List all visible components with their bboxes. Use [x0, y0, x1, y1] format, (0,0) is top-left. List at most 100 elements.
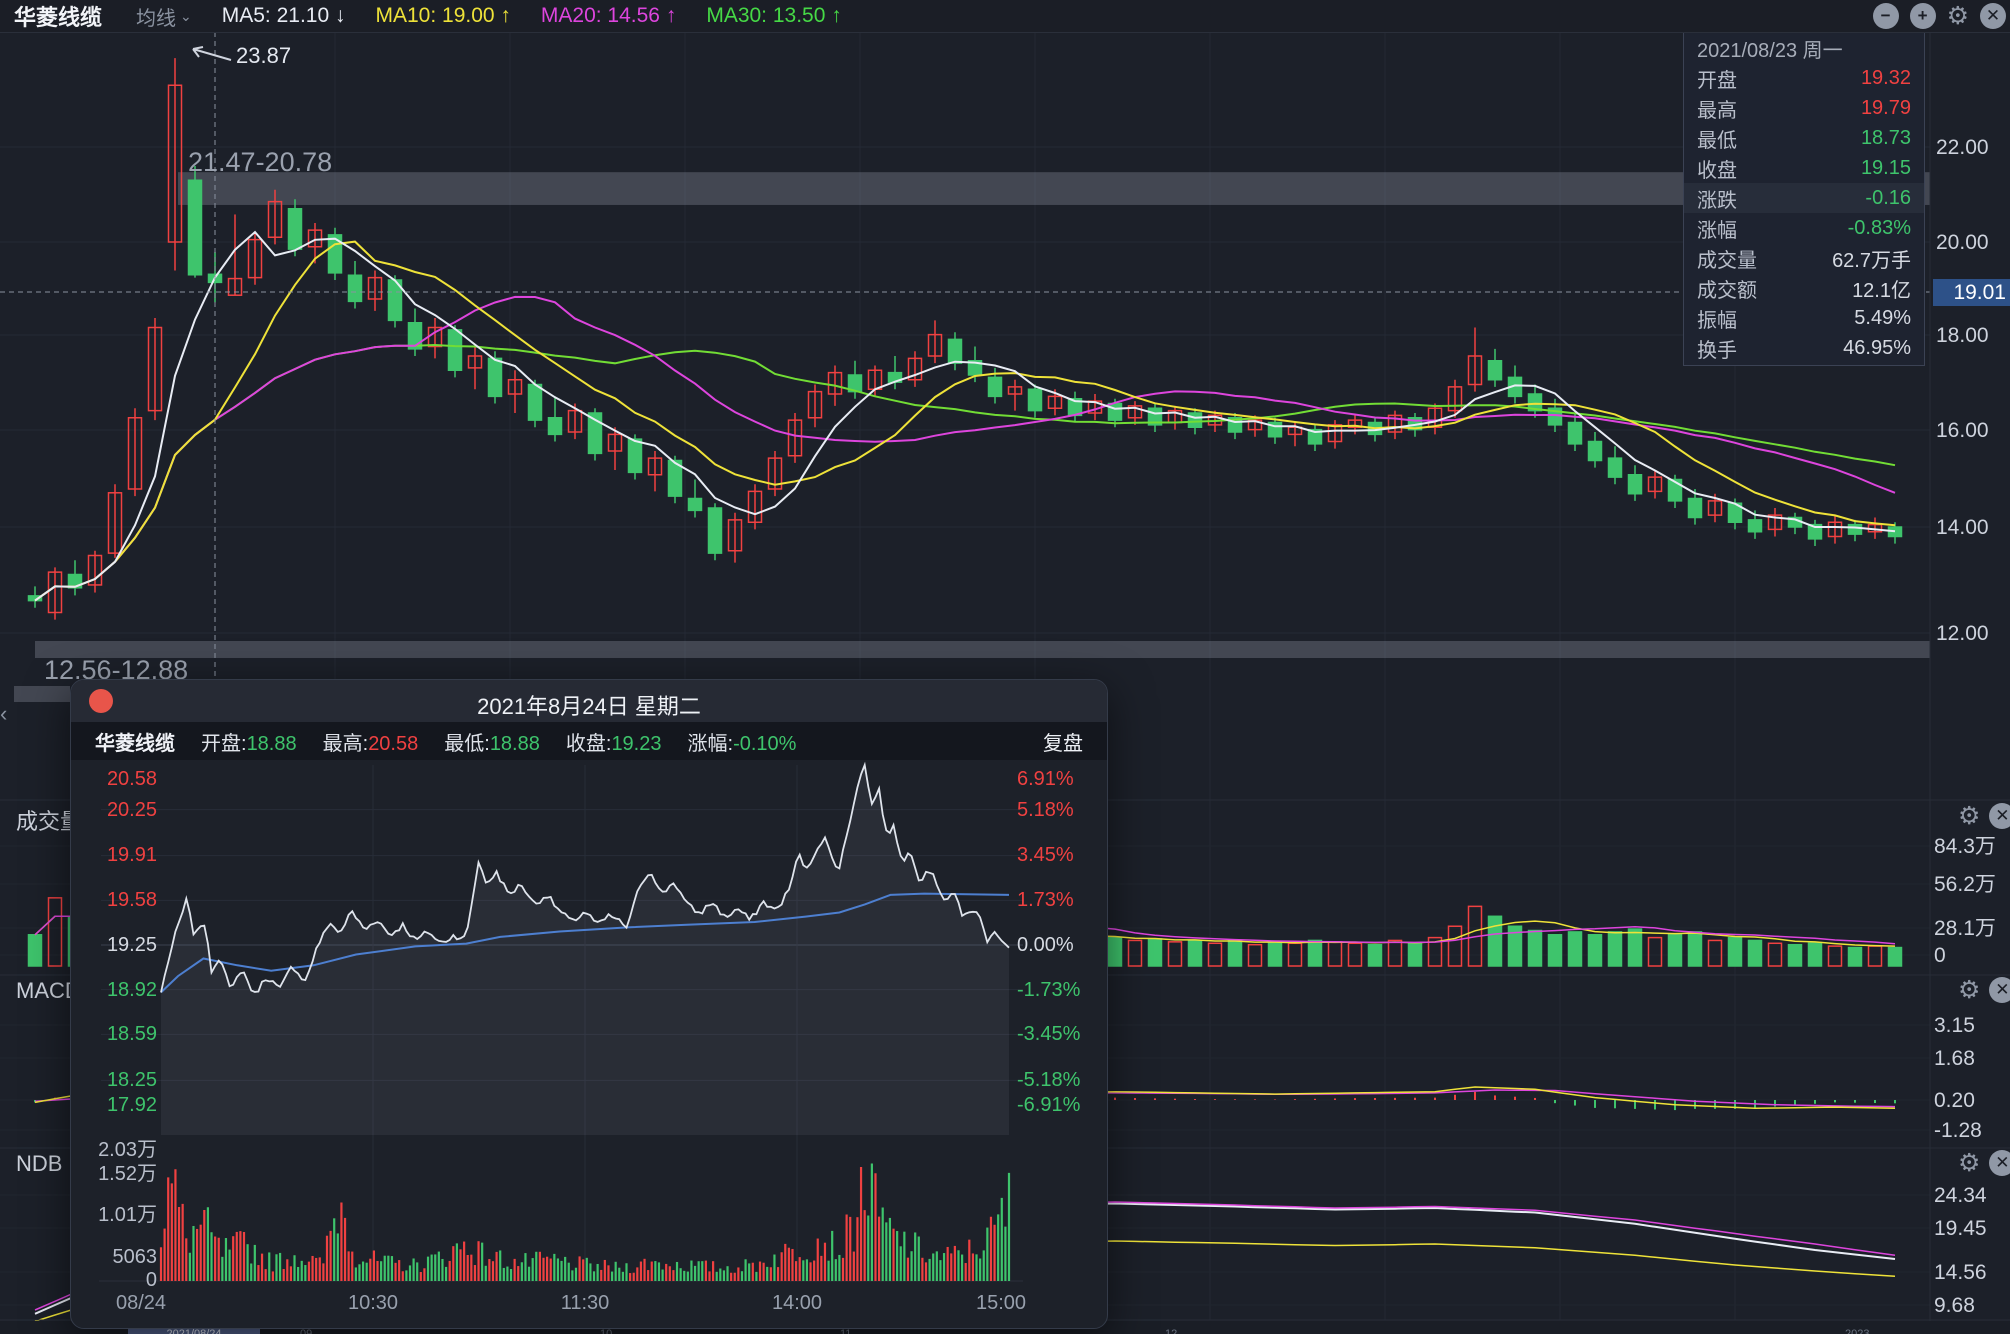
- volume-axis-tick: 84.3万: [1934, 835, 1996, 858]
- gear-icon[interactable]: ⚙: [1958, 1149, 1981, 1177]
- info-row-涨跌: 涨跌 -0.16: [1684, 183, 1924, 213]
- macd-axis-tick: 1.68: [1934, 1047, 1975, 1070]
- popup-pct-tick: 0.00%: [1017, 934, 1074, 956]
- ma5-value: MA5: 21.10 ↓: [221, 4, 346, 27]
- field-label: 最低:: [444, 732, 490, 755]
- popup-title: 2021年8月24日 星期二: [477, 694, 701, 719]
- popup-price-tick: 19.91: [106, 844, 157, 866]
- gear-icon[interactable]: ⚙: [1958, 802, 1981, 830]
- price-axis-tick: 14.00: [1936, 516, 1989, 539]
- popup-price-tick: 20.58: [106, 768, 157, 790]
- macd-axis-tick: -1.28: [1934, 1119, 1982, 1142]
- info-row-最高: 最高 19.79: [1697, 96, 1911, 122]
- popup-pct-tick: 1.73%: [1017, 889, 1074, 911]
- popup-price-tick: 19.25: [106, 934, 157, 956]
- popup-volume-tick: 1.01万: [98, 1204, 157, 1226]
- volume-axis-tick: 56.2万: [1934, 873, 1996, 896]
- popup-close-button[interactable]: [89, 689, 113, 713]
- popup-time-tick: 10:30: [347, 1292, 399, 1314]
- popup-price-tick: 19.58: [106, 889, 157, 911]
- info-row-开盘: 开盘 19.32: [1697, 66, 1911, 92]
- popup-pct-tick: 6.91%: [1017, 768, 1074, 790]
- popup-price-tick: 17.92: [106, 1094, 157, 1116]
- info-date: 2021/08/23 周一: [1697, 39, 1843, 62]
- info-row-涨幅: 涨幅 -0.83%: [1697, 216, 1911, 242]
- popup-volume-tick: 2.03万: [98, 1139, 157, 1161]
- field-label: 最高:: [322, 732, 369, 755]
- popup-price-tick: 20.25: [106, 799, 157, 821]
- pct-value: -0.10%: [733, 732, 797, 755]
- ma20-value: MA20: 14.56 ↑: [540, 4, 677, 27]
- popup-price-tick: 18.92: [106, 979, 157, 1001]
- ndb-panel-label: NDB: [16, 1151, 63, 1176]
- info-row-换手: 换手 46.95%: [1697, 336, 1911, 362]
- field-label: 开盘:: [201, 732, 247, 755]
- low-value: 18.88: [489, 732, 540, 755]
- info-row-成交量: 成交量 62.7万手: [1697, 249, 1911, 272]
- popup-pct-tick: 5.18%: [1017, 799, 1074, 821]
- top-bar: 华菱线缆 均线 ⌄ MA5: 21.10 ↓ MA10: 19.00 ↑ MA2…: [0, 0, 2010, 33]
- popup-intraday-chart[interactable]: [71, 760, 1107, 1328]
- popup-price-tick: 18.59: [106, 1023, 157, 1045]
- gear-icon[interactable]: ⚙: [1946, 2, 1969, 30]
- ndb-axis-tick: 9.68: [1934, 1294, 1975, 1317]
- popup-volume-tick: 1.52万: [98, 1163, 157, 1185]
- ndb-panel-controls: ⚙ ✕: [1958, 1150, 2010, 1176]
- close-icon[interactable]: ✕: [1980, 3, 2006, 29]
- time-axis-date-box: 2021/08/24: [128, 1328, 260, 1334]
- popup-volume-tick: 0: [145, 1269, 157, 1291]
- intraday-replay-popup: 2021年8月24日 星期二 华菱线缆 开盘:18.88 最高:20.58 最低…: [70, 679, 1108, 1329]
- close-icon[interactable]: ✕: [1989, 1150, 2010, 1176]
- popup-time-tick: 15:00: [975, 1292, 1027, 1314]
- ma30-value: MA30: 13.50 ↑: [706, 4, 842, 27]
- macd-axis-tick: 3.15: [1934, 1014, 1975, 1037]
- volume-axis-tick: 28.1万: [1934, 917, 1996, 940]
- time-axis-tick: 09: [300, 1328, 313, 1334]
- info-row-收盘: 收盘 19.15: [1697, 156, 1911, 182]
- zoom-out-icon[interactable]: −: [1872, 3, 1899, 29]
- popup-pct-tick: 3.45%: [1017, 844, 1074, 866]
- popup-pct-tick: -3.45%: [1017, 1023, 1081, 1045]
- zoom-in-icon[interactable]: +: [1909, 3, 1936, 29]
- popup-info-bar: 华菱线缆 开盘:18.88 最高:20.58 最低:18.88 收盘:19.23…: [71, 722, 1107, 760]
- popup-stock-name: 华菱线缆: [95, 732, 175, 755]
- popup-time-tick: 11:30: [560, 1292, 610, 1314]
- info-row-成交额: 成交额 12.1亿: [1697, 279, 1911, 302]
- macd-axis-tick: 0.20: [1934, 1089, 1975, 1112]
- price-axis-tick: 18.00: [1936, 324, 1989, 347]
- close-value: 19.23: [611, 732, 662, 755]
- popup-pct-tick: -1.73%: [1017, 979, 1081, 1001]
- stock-title: 华菱线缆: [14, 5, 103, 30]
- window-controls: − + ⚙ ✕: [1872, 2, 2006, 30]
- ndb-axis-tick: 24.34: [1934, 1184, 1987, 1207]
- open-value: 18.88: [246, 732, 297, 755]
- field-label: 收盘:: [565, 732, 612, 755]
- high-value: 20.58: [368, 732, 419, 755]
- popup-pct-tick: -5.18%: [1017, 1069, 1081, 1091]
- macd-panel-label: MACD: [16, 978, 81, 1003]
- replay-button[interactable]: 复盘: [1043, 732, 1083, 755]
- info-row-最低: 最低 18.73: [1697, 126, 1911, 152]
- daily-info-panel: 2021/08/23 周一 开盘 19.32 最高 19.79 最低 18.73 收盘 19.…: [1683, 30, 1925, 366]
- price-axis-tick: 12.00: [1936, 622, 1989, 645]
- collapse-panel-icon[interactable]: ‹: [0, 701, 8, 726]
- info-row-振幅: 振幅 5.49%: [1697, 306, 1911, 332]
- popup-time-tick: 14:00: [771, 1292, 823, 1314]
- macd-panel-controls: ⚙ ✕: [1958, 977, 2010, 1003]
- ndb-axis-tick: 19.45: [1934, 1217, 1987, 1240]
- popup-volume-tick: 5063: [112, 1246, 158, 1268]
- close-icon[interactable]: ✕: [1989, 977, 2010, 1003]
- peak-price-annotation: 23.87: [236, 43, 292, 68]
- price-axis-tick: 20.00: [1936, 231, 1989, 254]
- ma-selector[interactable]: 均线: [136, 7, 177, 30]
- chevron-down-icon[interactable]: ⌄: [180, 7, 192, 24]
- popup-price-tick: 18.25: [106, 1069, 157, 1091]
- popup-title-bar: 2021年8月24日 星期二: [71, 680, 1107, 722]
- time-axis-tick: 2023: [1845, 1328, 1870, 1334]
- close-icon[interactable]: ✕: [1989, 803, 2010, 829]
- popup-time-tick: 08/24: [115, 1292, 167, 1314]
- gear-icon[interactable]: ⚙: [1958, 976, 1981, 1004]
- ma10-value: MA10: 19.00 ↑: [375, 4, 511, 27]
- time-axis-tick: 10: [600, 1328, 613, 1334]
